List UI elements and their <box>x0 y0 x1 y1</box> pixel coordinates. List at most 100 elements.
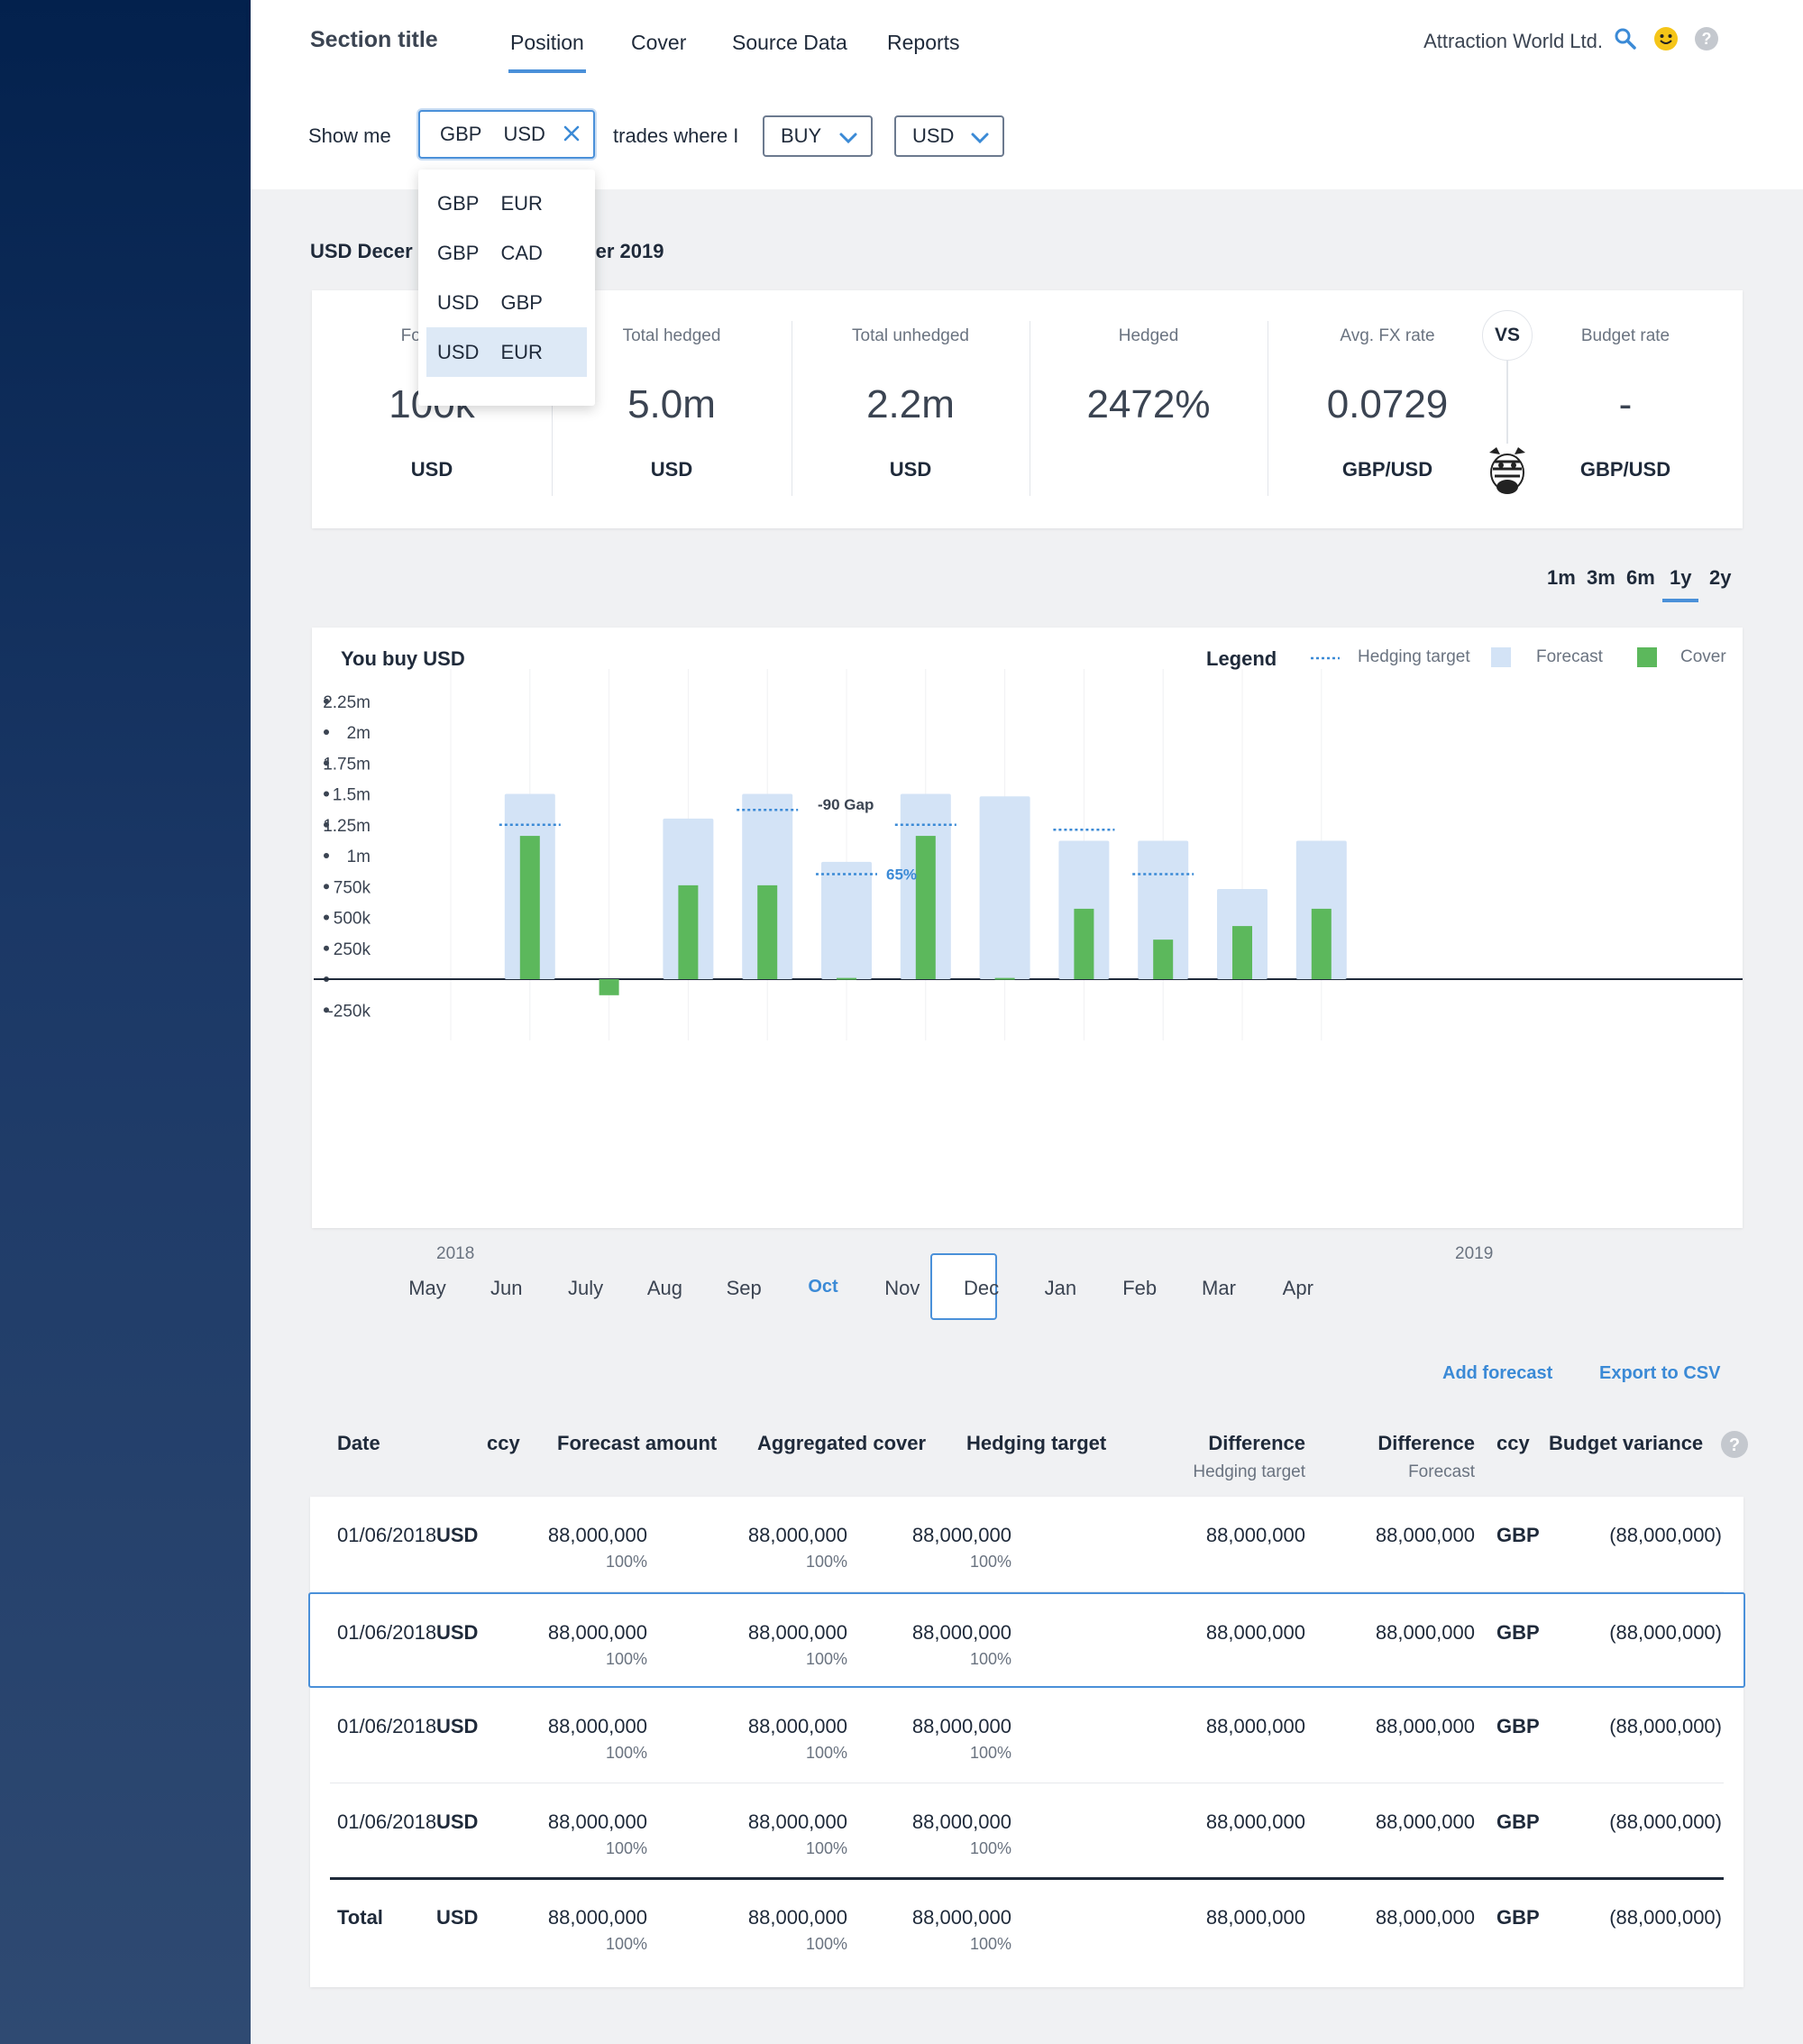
month-mar[interactable]: Mar <box>1202 1277 1236 1299</box>
currency-pair-select[interactable]: GBP USD <box>418 110 595 159</box>
cell-value: 88,000,000 <box>1375 1810 1475 1833</box>
cell-value: USD <box>436 1524 479 1546</box>
table-total-row[interactable]: Total USD 88,000,000 100% 88,000,000 100% 88,0… <box>310 1879 1744 1975</box>
cell-percent: 100% <box>605 1650 647 1668</box>
cell-date: 01/06/2018 <box>337 1715 436 1738</box>
month-dec[interactable]: Dec <box>964 1277 1000 1299</box>
currency-select[interactable]: USD <box>894 115 1004 157</box>
header-hedging-target[interactable]: Hedging target <box>966 1432 1107 1454</box>
month-apr[interactable]: Apr <box>1282 1277 1313 1299</box>
smiley-icon[interactable] <box>1652 25 1679 52</box>
cell-value: 88,000,000 <box>547 1906 647 1929</box>
month-jan[interactable]: Jan <box>1044 1277 1077 1299</box>
cell-value: 88,000,000 <box>747 1524 847 1546</box>
month-sep[interactable]: Sep <box>726 1277 762 1299</box>
cell-value: GBP <box>1496 1524 1540 1546</box>
selected-month-box[interactable] <box>930 1253 997 1320</box>
header-ccy-2[interactable]: ccy <box>1496 1432 1530 1454</box>
direction-select[interactable]: BUY <box>763 115 873 157</box>
option-currency-1: USD <box>437 340 480 363</box>
cell-target: 88,000,000 100% <box>851 1524 1011 1572</box>
range-1y[interactable]: 1y <box>1661 566 1700 602</box>
cell-value: (88,000,000) <box>1609 1524 1722 1546</box>
trades-where-label: trades where I <box>613 124 739 147</box>
range-2y[interactable]: 2y <box>1709 566 1732 589</box>
cell-value: (88,000,000) <box>1609 1810 1722 1833</box>
add-forecast-link[interactable]: Add forecast <box>1442 1363 1553 1383</box>
range-1m[interactable]: 1m <box>1547 566 1576 589</box>
cell-value: 88,000,000 <box>547 1621 647 1644</box>
month-feb[interactable]: Feb <box>1122 1277 1158 1299</box>
zebra-icon <box>1484 445 1531 502</box>
cell-value: GBP <box>1496 1715 1540 1737</box>
cell-forecast: 88,000,000 100% <box>472 1621 647 1669</box>
cell-ccy: USD <box>436 1810 478 1834</box>
header-budget-variance[interactable]: Budget variance <box>1549 1432 1704 1454</box>
month-aug[interactable]: Aug <box>646 1277 682 1299</box>
month-nov[interactable]: Nov <box>884 1277 920 1299</box>
range-3m[interactable]: 3m <box>1587 566 1615 589</box>
gap-annotation: -90 Gap <box>818 796 874 813</box>
period-title-left: USD Decer <box>310 240 413 262</box>
search-icon[interactable] <box>1612 25 1639 52</box>
cell-value: 88,000,000 <box>1375 1621 1475 1644</box>
stat-budget-rate: Budget rate - GBP/USD <box>1507 290 1744 528</box>
cell-value: 88,000,000 <box>1205 1621 1305 1644</box>
header-difference-hedging[interactable]: Difference <box>1208 1432 1305 1454</box>
month-jun[interactable]: Jun <box>490 1277 523 1299</box>
cell-percent: 100% <box>605 1839 647 1857</box>
header-aggregated-cover[interactable]: Aggregated cover <box>757 1432 927 1454</box>
cell-value: USD <box>436 1715 479 1737</box>
cell-value: GBP <box>1496 1810 1540 1833</box>
table-row[interactable]: 01/06/2018 USD 88,000,000 100% 88,000,000 100… <box>310 1497 1744 1592</box>
cover-bar <box>1074 908 1094 979</box>
help-icon[interactable]: ? <box>1720 1430 1749 1463</box>
cell-percent: 100% <box>969 1744 1011 1762</box>
cover-bar <box>837 977 856 980</box>
cell-percent: 100% <box>805 1650 847 1668</box>
help-icon[interactable]: ? <box>1693 25 1720 52</box>
cell-value: (88,000,000) <box>1609 1621 1722 1644</box>
company-name[interactable]: Attraction World Ltd. <box>1423 30 1603 52</box>
export-csv-link[interactable]: Export to CSV <box>1599 1363 1721 1383</box>
clear-icon[interactable] <box>563 124 581 148</box>
month-may[interactable]: May <box>408 1277 446 1299</box>
month-july[interactable]: July <box>568 1277 604 1299</box>
year-label-2018: 2018 <box>436 1244 475 1263</box>
dropdown-option[interactable]: GBP CAD <box>426 228 587 278</box>
y-tick-label: 2m <box>347 724 371 743</box>
dropdown-option-highlighted[interactable]: USD EUR <box>426 327 587 377</box>
month-oct[interactable]: Oct <box>808 1277 838 1297</box>
percent-annotation: 65% <box>886 866 917 884</box>
cell-value: 88,000,000 <box>911 1906 1011 1929</box>
tab-position[interactable]: Position <box>508 31 586 73</box>
cell-value: USD <box>436 1621 479 1644</box>
stat-label: Budget rate <box>1580 326 1670 345</box>
dropdown-option[interactable]: USD GBP <box>426 278 587 327</box>
table-row[interactable]: 01/06/2018 USD 88,000,000 100% 88,000,000 100… <box>310 1783 1744 1879</box>
header-date[interactable]: Date <box>337 1432 380 1454</box>
cell-value: 88,000,000 <box>911 1524 1011 1546</box>
cell-date: Total <box>337 1906 383 1929</box>
cell-value: 88,000,000 <box>1205 1524 1305 1546</box>
stat-unit: GBP/USD <box>1579 458 1671 481</box>
tab-reports[interactable]: Reports <box>887 31 960 54</box>
y-tick-dot <box>324 791 329 797</box>
pair-currency-2: USD <box>503 123 545 145</box>
range-6m[interactable]: 6m <box>1626 566 1655 589</box>
y-tick-dot <box>324 698 329 704</box>
stat-unit: USD <box>410 458 453 481</box>
header-difference-forecast[interactable]: Difference <box>1377 1432 1475 1454</box>
cell-ccy2: GBP <box>1496 1810 1540 1834</box>
y-tick-label: 250k <box>334 940 371 959</box>
forecast-bar <box>1138 840 1189 979</box>
tab-cover[interactable]: Cover <box>631 31 687 54</box>
cell-value: 01/06/2018 <box>337 1715 437 1737</box>
header-ccy[interactable]: ccy <box>487 1432 520 1454</box>
cell-value: 01/06/2018 <box>337 1621 437 1644</box>
tab-source-data[interactable]: Source Data <box>732 31 847 54</box>
table-row[interactable]: 01/06/2018 USD 88,000,000 100% 88,000,000 100… <box>308 1592 1745 1688</box>
header-forecast-amount[interactable]: Forecast amount <box>557 1432 718 1454</box>
dropdown-option[interactable]: GBP EUR <box>426 179 587 228</box>
table-row[interactable]: 01/06/2018 USD 88,000,000 100% 88,000,000 100… <box>310 1688 1744 1783</box>
